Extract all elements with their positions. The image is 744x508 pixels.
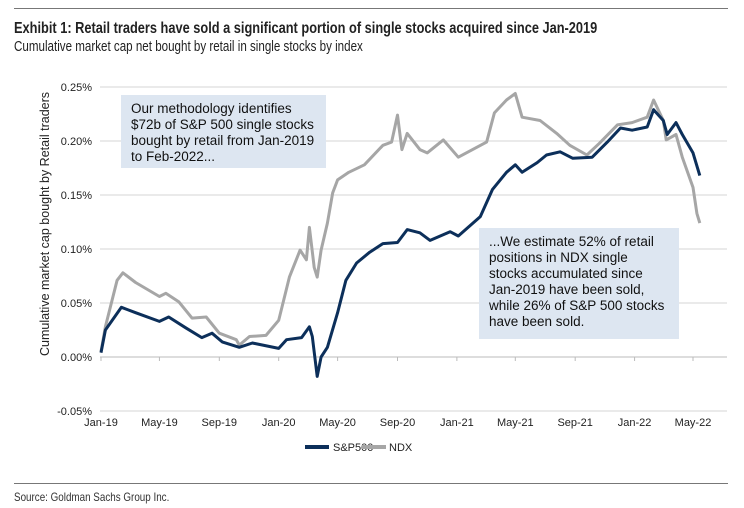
- y-tick-label: 0.15%: [61, 190, 92, 202]
- y-tick-label: 0.10%: [61, 244, 92, 256]
- x-tick-label: May-19: [141, 417, 178, 429]
- x-tick-label: Sep-20: [380, 417, 415, 429]
- top-rule: [14, 8, 728, 9]
- bottom-rule: [14, 483, 728, 484]
- x-tick-label: Sep-21: [557, 417, 592, 429]
- chart-subtitle: Cumulative market cap net bought by reta…: [14, 39, 363, 55]
- y-axis-label: Cumulative market cap bought by Retail t…: [38, 92, 52, 356]
- x-tick-label: Jan-22: [618, 417, 652, 429]
- y-tick-label: 0.20%: [61, 136, 92, 148]
- annotation-methodology: Our methodology identifies $72b of S&P 5…: [121, 95, 326, 168]
- x-tick-label: Jan-21: [440, 417, 474, 429]
- y-tick-label: -0.05%: [57, 406, 92, 418]
- x-tick-label: Jan-19: [84, 417, 118, 429]
- x-tick-label: May-21: [497, 417, 534, 429]
- x-tick-label: Sep-19: [202, 417, 237, 429]
- x-tick-label: Jan-20: [262, 417, 296, 429]
- x-tick-label: May-20: [319, 417, 356, 429]
- y-tick-label: 0.00%: [61, 352, 92, 364]
- series-line-ndx: [99, 92, 702, 352]
- x-tick-label: May-22: [675, 417, 712, 429]
- source-note: Source: Goldman Sachs Group Inc.: [14, 490, 170, 504]
- legend-label: NDX: [389, 442, 413, 454]
- y-tick-label: 0.25%: [61, 82, 92, 94]
- legend: S&P500 NDX: [305, 442, 413, 454]
- annotation-estimate: ...We estimate 52% of retail positions i…: [479, 228, 679, 339]
- series-line-sp500: [99, 108, 702, 378]
- y-tick-label: 0.05%: [61, 298, 92, 310]
- chart-title: Exhibit 1: Retail traders have sold a si…: [14, 20, 598, 37]
